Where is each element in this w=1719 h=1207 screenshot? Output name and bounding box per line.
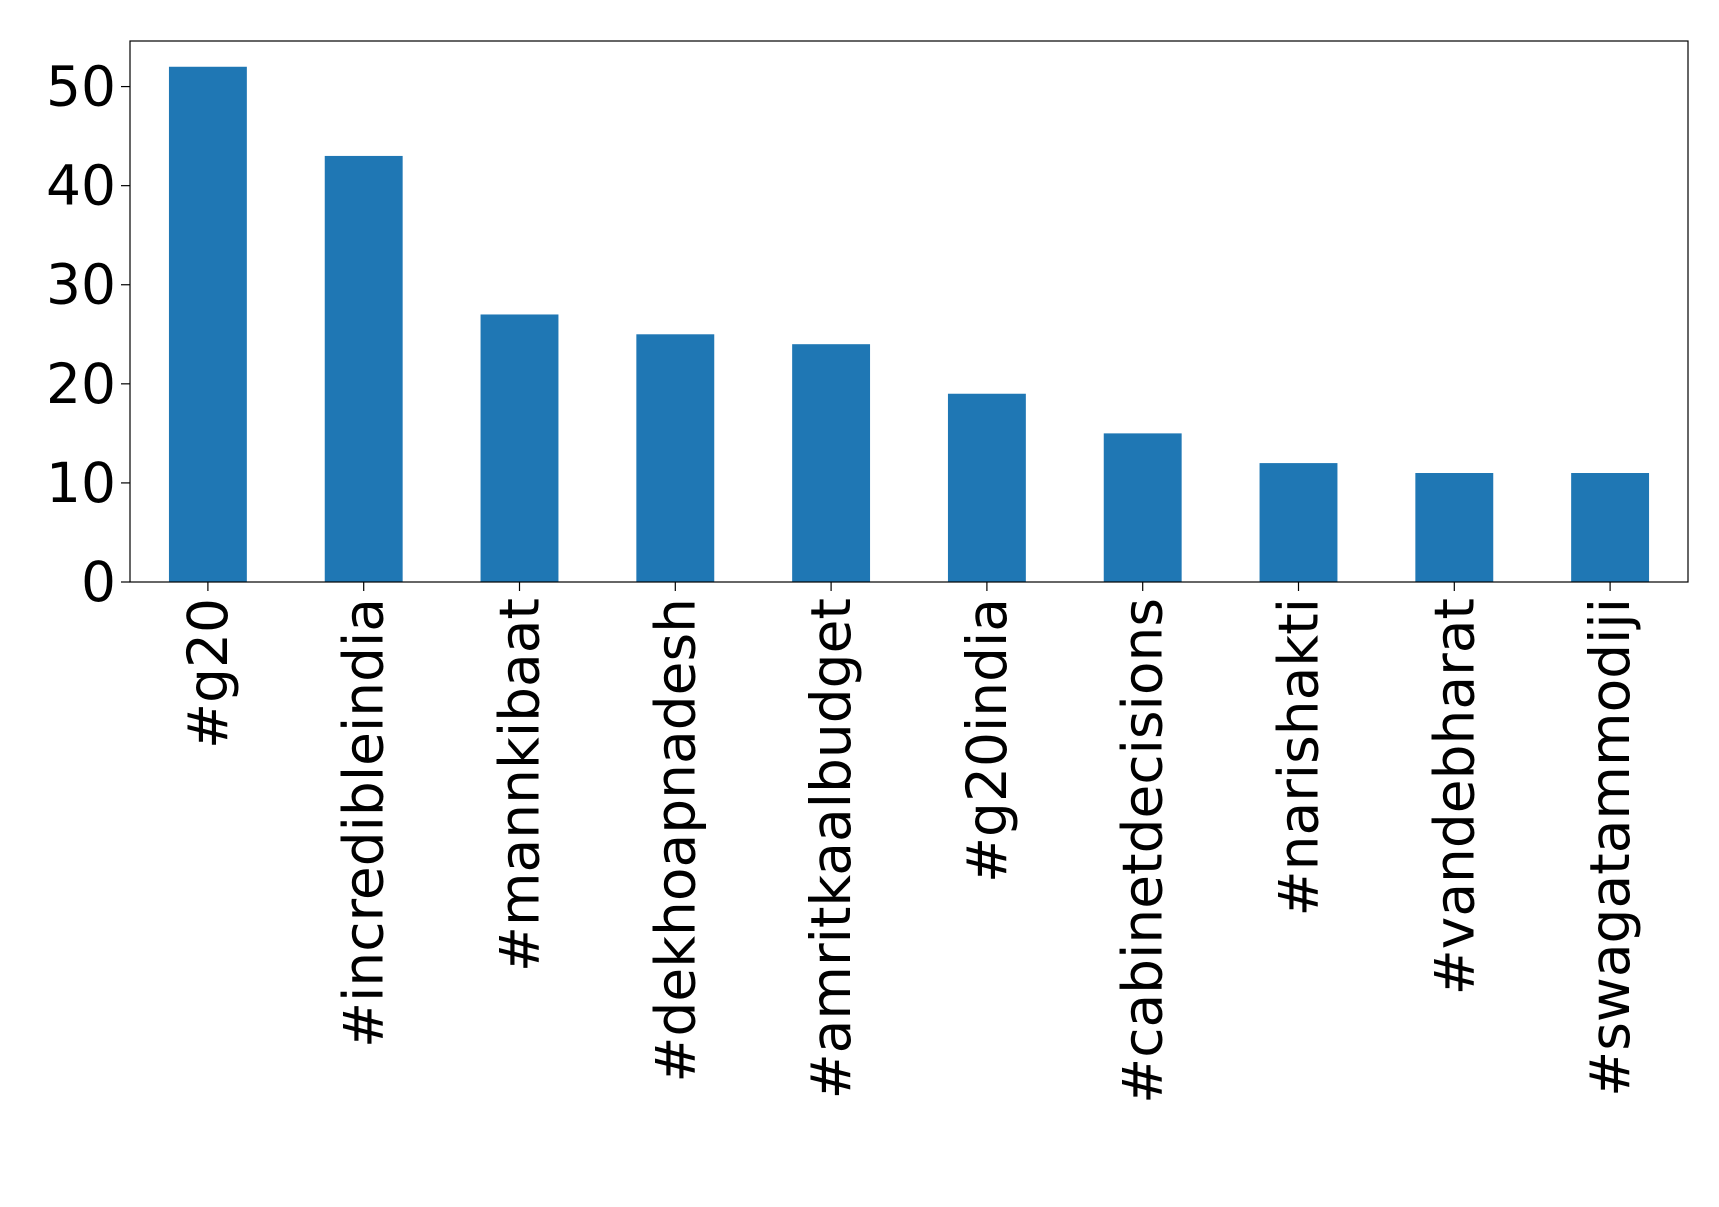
bar bbox=[324, 155, 403, 582]
x-tick-label: #mannkibaat bbox=[488, 598, 552, 972]
y-tick-label: 30 bbox=[46, 253, 116, 317]
x-tick-label: #g20 bbox=[176, 598, 240, 749]
bar bbox=[947, 393, 1026, 582]
bar bbox=[792, 344, 871, 582]
y-tick-label: 20 bbox=[46, 352, 116, 416]
x-tick-label: #g20india bbox=[955, 598, 1019, 883]
bar bbox=[1259, 463, 1338, 582]
x-tick-label: #swagatammodiji bbox=[1578, 598, 1642, 1097]
y-tick-label: 50 bbox=[46, 55, 116, 119]
y-tick-label: 0 bbox=[81, 550, 116, 614]
y-tick-label: 10 bbox=[46, 451, 116, 515]
bar bbox=[1571, 473, 1650, 582]
x-tick-label: #cabinetdecisions bbox=[1111, 598, 1175, 1104]
bar bbox=[480, 314, 559, 582]
x-tick-label: #dekhoapnadesh bbox=[643, 598, 707, 1083]
bar bbox=[636, 334, 715, 582]
x-tick-label: #amritkaalbudget bbox=[799, 598, 863, 1099]
x-tick-label: #narishakti bbox=[1267, 598, 1331, 916]
bar bbox=[1415, 473, 1494, 582]
bar bbox=[1103, 433, 1182, 582]
plot-frame bbox=[129, 40, 1689, 583]
x-tick-label: #incredibleindia bbox=[332, 598, 396, 1048]
x-tick-label: #vandebharat bbox=[1422, 598, 1486, 995]
y-tick-label: 40 bbox=[46, 154, 116, 218]
bar bbox=[168, 66, 247, 582]
